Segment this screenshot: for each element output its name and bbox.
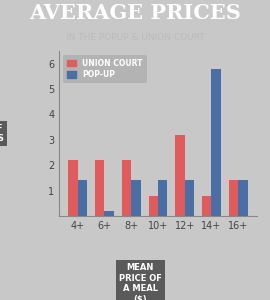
Bar — [238, 181, 248, 216]
Text: NO. OF
STORES: NO. OF STORES — [0, 124, 5, 143]
Text: MEAN
PRICE OF
A MEAL
($): MEAN PRICE OF A MEAL ($) — [119, 263, 162, 300]
Bar — [95, 160, 104, 216]
Bar — [211, 69, 221, 216]
Bar — [158, 181, 167, 216]
Bar — [229, 181, 238, 216]
Bar — [148, 196, 158, 216]
Bar — [78, 181, 87, 216]
Bar — [185, 181, 194, 216]
Text: IN THE POPUP & UNION COURT: IN THE POPUP & UNION COURT — [66, 33, 204, 42]
Bar — [131, 181, 141, 216]
Text: AVERAGE PRICES: AVERAGE PRICES — [29, 3, 241, 23]
Bar — [68, 160, 78, 216]
Bar — [202, 196, 211, 216]
Legend: UNION COURT, POP-UP: UNION COURT, POP-UP — [63, 55, 147, 83]
Bar — [104, 211, 114, 216]
Bar — [175, 135, 185, 216]
Bar — [122, 160, 131, 216]
